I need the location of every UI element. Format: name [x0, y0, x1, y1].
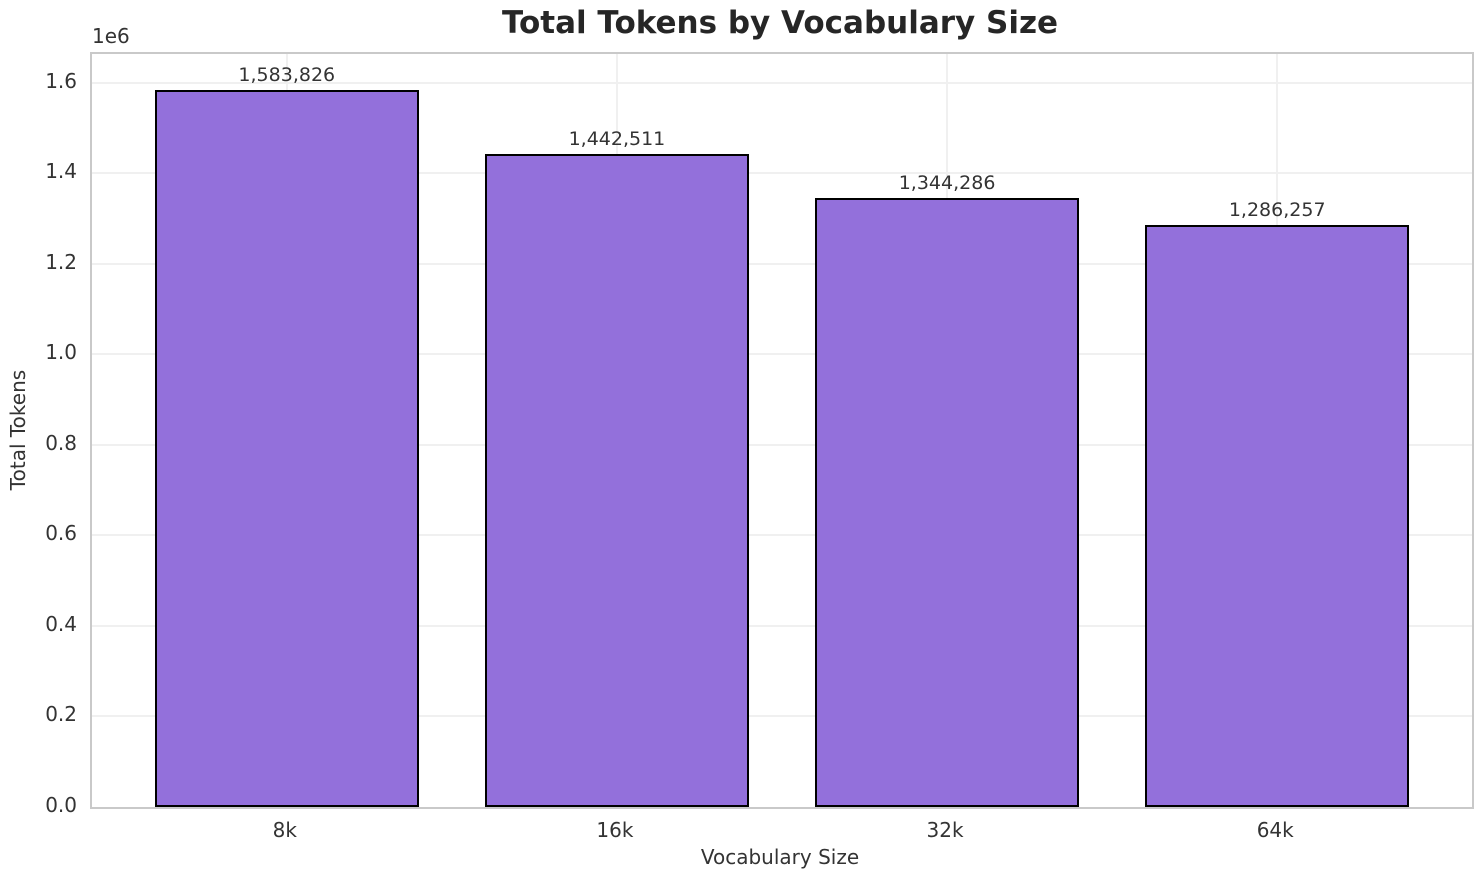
h-gridline	[92, 262, 1472, 265]
y-tick-label: 1.6	[45, 68, 77, 93]
x-tick-label: 8k	[272, 818, 297, 842]
bar	[815, 198, 1080, 807]
h-gridline	[92, 534, 1472, 537]
y-axis-offset-label: 1e6	[92, 24, 130, 48]
bar-value-label: 1,583,826	[238, 63, 336, 86]
bar-value-label: 1,442,511	[568, 127, 666, 150]
h-gridline	[92, 172, 1472, 175]
bar	[1145, 224, 1410, 807]
x-tick-label: 16k	[596, 818, 634, 842]
h-gridline	[92, 443, 1472, 446]
bar	[154, 89, 419, 807]
y-tick-label: 0.0	[45, 793, 77, 817]
bar-value-label: 1,286,257	[1228, 198, 1326, 221]
h-gridline	[92, 81, 1472, 84]
y-tick-label: 0.2	[45, 702, 77, 727]
y-tick-label: 0.4	[45, 611, 77, 636]
y-tick-label: 1.2	[45, 249, 77, 274]
y-tick-label: 1.0	[45, 340, 77, 365]
h-gridline	[92, 353, 1472, 356]
y-tick-label: 0.8	[45, 430, 77, 455]
y-tick-label: 1.4	[45, 159, 77, 184]
y-tick-label: 0.6	[45, 521, 77, 546]
x-tick-label: 64k	[1256, 818, 1294, 842]
bar	[484, 153, 749, 807]
bar-value-label: 1,344,286	[898, 172, 996, 195]
h-gridline	[92, 624, 1472, 627]
x-tick-label: 32k	[926, 818, 964, 842]
chart-title: Total Tokens by Vocabulary Size	[501, 5, 1059, 41]
h-gridline	[92, 715, 1472, 718]
plot-area: 1,583,826 1,442,511 1,344,286 1,286,257	[90, 52, 1474, 809]
x-axis-label: Vocabulary Size	[700, 845, 860, 869]
